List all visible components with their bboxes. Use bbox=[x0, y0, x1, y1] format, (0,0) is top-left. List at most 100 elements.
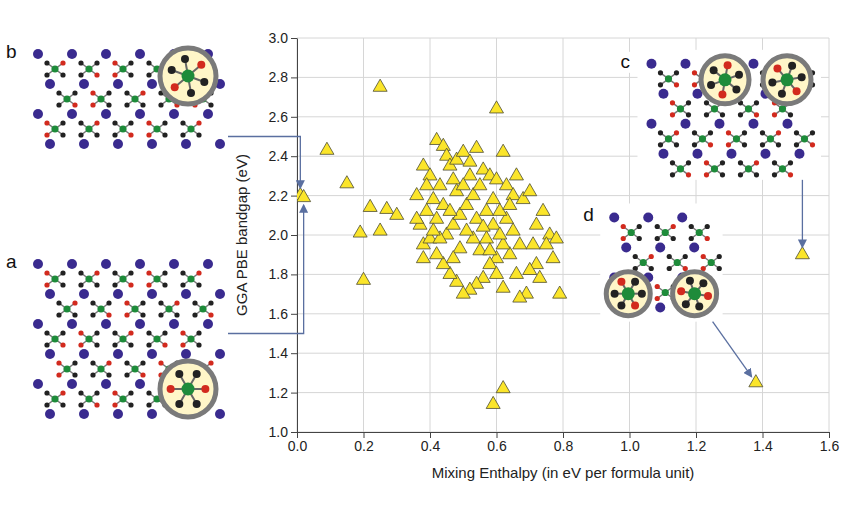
data-point bbox=[539, 237, 553, 249]
anion-atom bbox=[72, 300, 77, 305]
y-axis-line bbox=[297, 39, 298, 433]
cation-atom bbox=[135, 379, 145, 389]
cation-atom bbox=[135, 319, 145, 329]
anion-atom bbox=[128, 132, 133, 137]
cation-atom bbox=[45, 349, 55, 359]
inset-ligand bbox=[778, 90, 786, 98]
anion-atom bbox=[90, 360, 95, 365]
data-point bbox=[553, 286, 567, 298]
cation-atom bbox=[67, 319, 77, 329]
anion-atom bbox=[60, 120, 65, 125]
cation-atom bbox=[169, 109, 179, 119]
y-tick-label: 2.4 bbox=[269, 148, 289, 164]
anion-atom bbox=[754, 112, 759, 117]
structure-illustration bbox=[24, 250, 228, 425]
anion-atom bbox=[674, 70, 679, 75]
data-point bbox=[476, 219, 490, 231]
metal-atom bbox=[696, 229, 703, 236]
cation-atom bbox=[79, 409, 89, 419]
anion-atom bbox=[162, 270, 167, 275]
x-tick: 0.8 bbox=[554, 432, 574, 454]
structure-illustration bbox=[637, 50, 821, 180]
anion-atom bbox=[56, 90, 61, 95]
cation-atom bbox=[658, 89, 668, 99]
anion-atom bbox=[208, 312, 213, 317]
y-tick: 3.0 bbox=[269, 30, 297, 46]
anion-atom bbox=[689, 236, 694, 241]
y-tick-mark bbox=[291, 235, 297, 236]
anion-atom bbox=[124, 312, 129, 317]
anion-atom bbox=[140, 102, 145, 107]
grid-line-y bbox=[297, 353, 829, 354]
anion-atom bbox=[720, 160, 725, 165]
metal-atom bbox=[165, 305, 172, 312]
inset-metal bbox=[719, 73, 732, 86]
data-point bbox=[416, 158, 430, 170]
y-tick-mark bbox=[291, 156, 297, 157]
y-tick-label: 1.0 bbox=[269, 424, 289, 440]
anion-atom bbox=[637, 236, 642, 241]
anion-atom bbox=[112, 330, 117, 335]
data-point bbox=[486, 396, 500, 408]
anion-atom bbox=[112, 282, 117, 287]
inset-ligand bbox=[732, 85, 740, 93]
inset-metal bbox=[781, 73, 794, 86]
anion-atom bbox=[738, 172, 743, 177]
anion-atom bbox=[128, 390, 133, 395]
panel-letter: b bbox=[6, 41, 17, 62]
metal-atom bbox=[677, 165, 684, 172]
x-tick-label: 1.0 bbox=[620, 438, 640, 454]
anion-atom bbox=[60, 60, 65, 65]
data-point bbox=[513, 237, 527, 249]
inset-ligand bbox=[724, 61, 732, 69]
data-point bbox=[420, 203, 434, 215]
inset-ligand bbox=[773, 64, 781, 72]
inset-ligand bbox=[175, 370, 183, 378]
anion-atom bbox=[72, 312, 77, 317]
anion-atom bbox=[705, 224, 710, 229]
anion-atom bbox=[56, 312, 61, 317]
data-point bbox=[489, 101, 503, 113]
annotation-arrow bbox=[802, 180, 803, 247]
y-tick: 1.0 bbox=[269, 424, 297, 440]
anion-atom bbox=[772, 160, 777, 165]
anion-atom bbox=[776, 130, 781, 135]
anion-atom bbox=[162, 282, 167, 287]
structure-background bbox=[600, 203, 722, 321]
anion-atom bbox=[106, 360, 111, 365]
anion-atom bbox=[124, 372, 129, 377]
data-point bbox=[493, 227, 507, 239]
cation-atom bbox=[45, 79, 55, 89]
metal-atom bbox=[85, 395, 92, 402]
data-point bbox=[533, 270, 547, 282]
anion-atom bbox=[772, 112, 777, 117]
anion-atom bbox=[726, 130, 731, 135]
inset-ligand bbox=[677, 287, 685, 295]
inset-ligand bbox=[638, 290, 646, 298]
data-point bbox=[430, 211, 444, 223]
inset-ring bbox=[763, 56, 811, 104]
data-point bbox=[506, 223, 520, 235]
cation-atom bbox=[714, 119, 724, 129]
metal-atom bbox=[119, 275, 126, 282]
y-tick-mark bbox=[291, 314, 297, 315]
panel-letter: a bbox=[6, 251, 17, 272]
y-axis-title: GGA PBE bandgap (eV) bbox=[233, 154, 250, 316]
panel-letter-background bbox=[617, 52, 635, 73]
grid-line-y bbox=[297, 195, 829, 196]
x-tick-label: 0.2 bbox=[354, 438, 374, 454]
anion-atom bbox=[633, 254, 638, 259]
anion-atom bbox=[196, 132, 201, 137]
cation-atom bbox=[169, 259, 179, 269]
inset-ligand bbox=[197, 61, 205, 69]
cation-atom bbox=[101, 259, 111, 269]
inset-ligand bbox=[200, 78, 208, 86]
metal-atom bbox=[97, 305, 104, 312]
data-point bbox=[456, 144, 470, 156]
anion-atom bbox=[760, 142, 765, 147]
anion-atom bbox=[140, 372, 145, 377]
panel-letter: c bbox=[620, 51, 630, 72]
metal-atom bbox=[779, 105, 786, 112]
anion-atom bbox=[56, 300, 61, 305]
data-point bbox=[373, 79, 387, 91]
